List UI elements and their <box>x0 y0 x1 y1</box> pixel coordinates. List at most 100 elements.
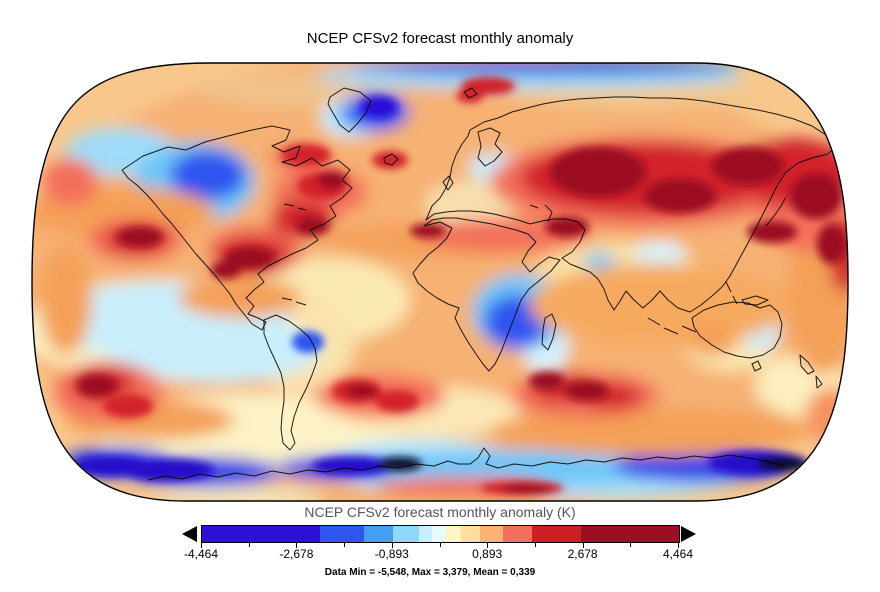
anomaly-blob <box>117 227 163 247</box>
colorbar-tick <box>248 543 250 547</box>
anomaly-blob <box>644 179 716 213</box>
anomaly-blob <box>686 320 738 356</box>
colorbar-segment <box>431 526 445 542</box>
coastline-greenland <box>327 87 372 133</box>
anomaly-blob <box>110 318 320 382</box>
colorbar-tick <box>344 543 346 547</box>
colorbar-tick-label: -4,464 <box>183 547 219 561</box>
coastline-madagascar <box>541 313 557 351</box>
map-outline <box>31 62 849 502</box>
anomaly-blob <box>372 151 408 169</box>
anomaly-blob <box>42 158 98 206</box>
coastline-great-lakes <box>283 203 307 211</box>
colorbar-tick-label: 4,464 <box>662 547 694 561</box>
colorbar-tick <box>630 543 632 547</box>
colorbar-segment <box>418 526 432 542</box>
colorbar-segment <box>364 526 393 542</box>
colorbar-segment <box>320 526 365 542</box>
colorbar-tick <box>391 543 393 548</box>
anomaly-blob <box>103 394 153 418</box>
coastline-caribbean <box>281 297 307 306</box>
anomaly-blob <box>490 408 810 456</box>
anomaly-blob <box>155 487 325 501</box>
colorbar-tick <box>439 543 441 547</box>
anomaly-blob <box>790 173 842 219</box>
coastline-new-guinea <box>741 295 769 306</box>
anomaly-blob <box>347 384 377 398</box>
anomaly-blob <box>360 96 398 118</box>
colorbar-tick <box>201 543 202 548</box>
anomaly-blob <box>410 224 446 238</box>
page-title: NCEP CFSv2 forecast monthly anomaly <box>306 30 574 47</box>
coastline-north-america <box>121 125 353 331</box>
anomaly-blob <box>747 221 797 243</box>
anomaly-blob <box>178 278 302 318</box>
stats-text: Data Min = -5,548, Max = 3,379, Mean = 0… <box>324 567 536 578</box>
coastline-indonesia <box>647 317 697 335</box>
colorbar-segment <box>531 526 582 542</box>
anomaly-blob <box>817 224 847 264</box>
colorbar-segment <box>581 526 679 542</box>
coastline-new-zealand <box>799 354 823 389</box>
colorbar-tick <box>534 543 536 547</box>
colorbar-segment <box>444 526 462 542</box>
colorbar-segment <box>202 526 321 542</box>
anomaly-blob <box>375 390 419 412</box>
anomaly-blob <box>225 247 275 269</box>
anomaly-blob <box>425 181 515 229</box>
anomaly-blob <box>712 147 784 185</box>
colorbar-segment <box>461 526 480 542</box>
coastline-tasmania <box>751 360 762 372</box>
anomaly-blob <box>565 381 609 401</box>
colorbar-title: NCEP CFSv2 forecast monthly anomaly (K) <box>304 504 576 520</box>
coastline-japan <box>765 196 787 227</box>
anomaly-blob <box>40 245 92 355</box>
coastline-antarctica <box>147 447 785 481</box>
colorbar-tick <box>582 543 584 548</box>
anomaly-blob <box>292 331 324 353</box>
coastline-svalbard <box>463 87 478 99</box>
anomaly-blob <box>550 147 646 197</box>
coastline-scandinavia <box>477 127 503 167</box>
anomaly-blob <box>634 241 686 269</box>
colorbar-tick <box>296 543 298 548</box>
anomaly-blob <box>170 150 246 200</box>
colorbar-ticks: -4,464 -2,678 -0,893 0,893 2,678 4,464 <box>184 543 693 561</box>
colorbar-tick-label: -0,893 <box>374 547 409 561</box>
coastline-south-america <box>263 314 318 451</box>
colorbar-tick <box>487 543 489 548</box>
anomaly-blob <box>295 217 329 235</box>
anomaly-blob <box>529 372 565 390</box>
anomaly-blob <box>211 261 241 279</box>
anomaly-blobs-soft <box>32 63 848 501</box>
anomaly-blob <box>77 375 117 397</box>
anomaly-blob <box>281 144 331 166</box>
coastline-caspian-black-sea <box>529 204 553 223</box>
colorbar-segment <box>502 526 532 542</box>
colorbar-segment <box>392 526 419 542</box>
anomaly-blobs-cores <box>72 77 847 495</box>
anomaly-blob <box>502 484 552 494</box>
colorbar-tick-label: -2,678 <box>279 547 314 561</box>
coastline-africa <box>412 217 561 372</box>
coastlines <box>121 87 837 481</box>
coastline-eurasia <box>425 96 837 313</box>
anomaly-blob <box>317 171 347 189</box>
colorbar-right-overflow-arrow-icon <box>681 526 696 542</box>
coastline-iceland <box>383 153 399 166</box>
colorbar-segment <box>479 526 503 542</box>
colorbar-bar <box>201 525 680 543</box>
coastline-australia <box>691 301 783 359</box>
anomaly-blob <box>350 63 740 72</box>
anomaly-blob <box>584 253 616 271</box>
colorbar-tick <box>678 543 679 548</box>
colorbar-tick-label: 0,893 <box>472 547 503 561</box>
colorbar-left-overflow-arrow-icon <box>182 526 197 542</box>
anomaly-blob <box>72 456 152 476</box>
colorbar-tick-label: 2,678 <box>567 547 598 561</box>
map-fill-area <box>32 63 848 501</box>
anomaly-blob <box>757 456 807 472</box>
anomaly-blob <box>806 387 848 443</box>
